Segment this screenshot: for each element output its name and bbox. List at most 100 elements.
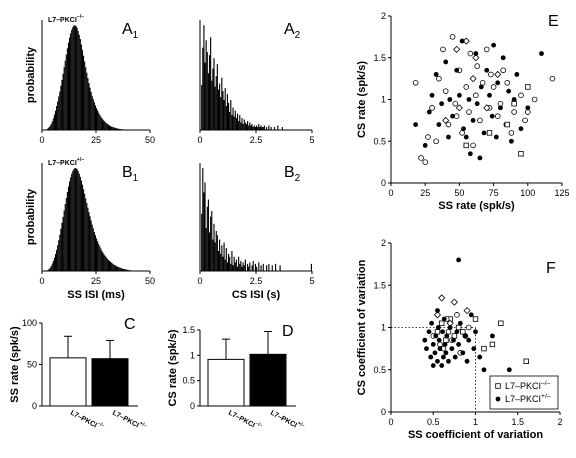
scatter-point-filled: [443, 350, 449, 356]
histogram-bar: [88, 83, 90, 130]
y-axis-label: CS rate (spk/s): [356, 61, 368, 138]
histogram-bar: [216, 64, 218, 130]
histogram-bar: [202, 47, 204, 131]
histogram-bar: [108, 260, 111, 271]
scatter-point-filled: [495, 396, 501, 402]
histogram-bar: [72, 170, 74, 271]
histogram-bar: [251, 265, 253, 271]
histogram-bar: [70, 33, 72, 130]
scatter-point-filled: [506, 88, 512, 94]
histogram-bar: [271, 265, 273, 271]
scatter-point-open: [454, 312, 460, 318]
scatter-point-filled: [426, 109, 432, 115]
histogram-bar: [81, 49, 84, 130]
histogram-bar: [245, 124, 248, 130]
histogram-bar: [268, 263, 270, 271]
histogram-bar: [52, 260, 54, 271]
scatter-point-open: [531, 96, 538, 103]
panel-letter-main: A: [284, 21, 295, 38]
histogram-bar: [244, 259, 246, 271]
x-axis-label: SS rate (spk/s): [438, 200, 515, 212]
histogram-bar: [210, 37, 212, 130]
scatter-point-diamond: [453, 45, 461, 53]
y-tick-label: 0.5: [182, 376, 195, 386]
panel-b2: 0 2.5 5 CS ISI (s) B2: [197, 163, 315, 301]
histogram-bar: [222, 91, 224, 130]
histogram-bar: [254, 263, 256, 271]
x-tick-label: 50: [145, 135, 155, 145]
scatter-point-filled: [452, 354, 458, 360]
histogram-bar: [74, 25, 76, 130]
y-tick-label: 1.5: [373, 280, 386, 290]
scatter-point-diamond: [463, 307, 471, 315]
category-label-base: L7–PKCI: [227, 410, 256, 430]
histogram-bar: [125, 269, 127, 271]
y-tick-label: 0: [381, 178, 386, 188]
histogram-bar: [58, 240, 60, 271]
genotype-label: L7–PKCI+/–: [48, 157, 84, 167]
histogram-bar: [115, 128, 117, 130]
histogram-bar: [57, 245, 59, 271]
histogram-bar: [202, 168, 204, 271]
histogram-bar: [204, 62, 206, 130]
scatter-point-filled: [451, 337, 456, 343]
x-axis-label: SS coefficient of variation: [408, 429, 543, 441]
histogram-bar: [224, 88, 226, 130]
legend-entry-base: L7–PKCI: [505, 394, 541, 404]
histogram-bar: [221, 77, 223, 130]
histogram-bar: [88, 212, 90, 271]
y-axis-label: SS rate (spk/s): [9, 326, 21, 403]
histogram-bar: [114, 127, 116, 130]
histogram-bar: [221, 245, 223, 271]
histogram-bar: [106, 123, 108, 130]
scatter-point-filled: [447, 325, 453, 330]
histogram-bar: [96, 108, 98, 130]
scatter-point-open: [504, 80, 511, 86]
scatter-point-filled: [439, 101, 445, 107]
histogram-bar: [54, 110, 57, 130]
genotype-label-sup: –/–: [77, 14, 84, 20]
scatter-point-square: [472, 316, 479, 322]
legend-entry-base: L7–PKCI: [505, 381, 541, 391]
histogram-bar: [61, 222, 63, 271]
histogram-bar: [76, 169, 78, 271]
scatter-point-filled: [491, 42, 496, 48]
histogram-bar: [93, 102, 95, 130]
histogram-bar: [106, 258, 108, 271]
scatter-point-square: [523, 358, 529, 364]
histogram-bar: [213, 223, 215, 271]
scatter-point-filled: [474, 101, 480, 107]
histogram-bar: [67, 42, 69, 131]
scatter-point-filled: [457, 320, 463, 326]
histogram-bar: [110, 261, 112, 271]
scatter-point-filled: [466, 97, 472, 102]
scatter-point-diamond: [438, 294, 446, 302]
scatter-point-open: [474, 63, 480, 69]
histogram-bar: [70, 177, 72, 271]
scatter-point-filled: [456, 342, 461, 347]
x-tick-label: 2.5: [250, 135, 263, 145]
histogram-bar: [219, 239, 221, 271]
scatter-point-open: [463, 84, 470, 90]
scatter-point-square: [504, 121, 510, 128]
scatter-point-filled: [424, 346, 429, 352]
scatter-point-open: [488, 71, 494, 78]
scatter-point-square: [434, 329, 441, 335]
histogram-bar: [232, 265, 234, 271]
y-axis-label: CS coefficient of variation: [356, 259, 368, 395]
histogram-bar: [102, 119, 104, 130]
scatter-point-diamond: [494, 70, 502, 79]
scatter-point-filled: [473, 51, 479, 56]
histogram-bar: [72, 27, 74, 131]
histogram-bar: [59, 234, 61, 271]
histogram-bar: [119, 267, 121, 271]
x-tick-label: 0: [197, 276, 202, 286]
histogram-bar: [204, 182, 206, 271]
histogram-bar: [107, 124, 109, 130]
scatter-point-filled: [435, 358, 440, 364]
scatter-point-open: [479, 80, 486, 86]
category-label-sup: –/–: [96, 420, 105, 429]
histogram-bar: [67, 186, 69, 271]
